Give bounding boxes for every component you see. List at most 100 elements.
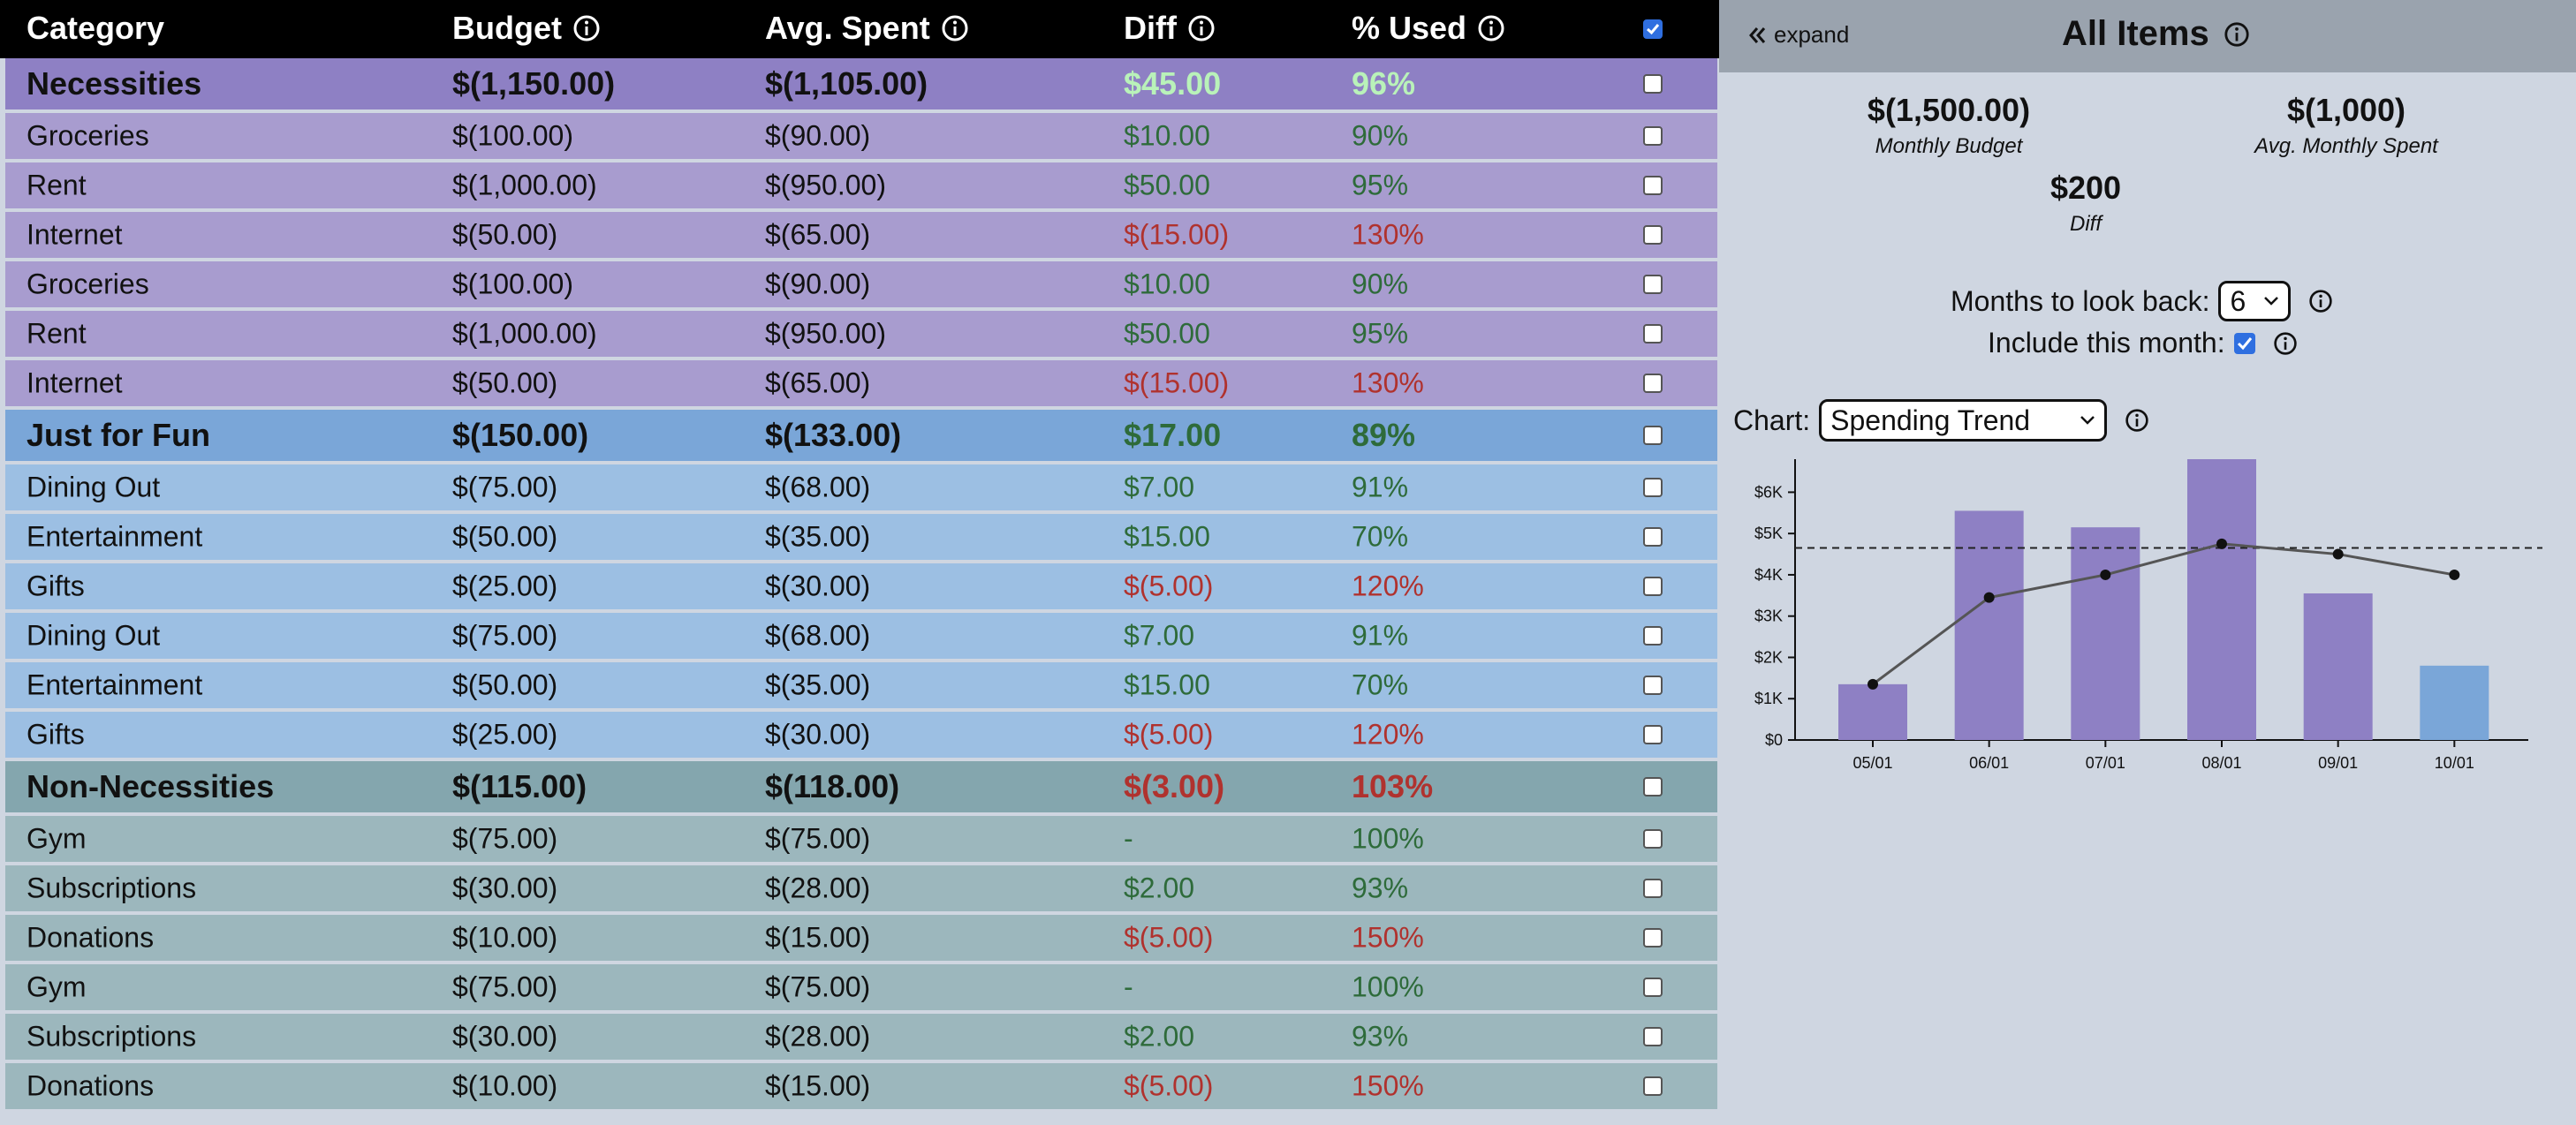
table-row[interactable]: Internet $(50.00) $(65.00) $(15.00) 130% [5,212,1717,258]
row-checkbox[interactable] [1643,478,1663,497]
row-checkbox[interactable] [1643,176,1663,195]
monthly-budget-label: Monthly Budget [1875,134,2023,158]
chart-select-value: Spending Trend [1830,404,2031,436]
category-cell: Subscriptions [27,872,197,904]
category-cell: Subscriptions [27,1020,197,1053]
months-select[interactable]: 6 [2218,281,2292,321]
table-row[interactable]: Donations $(10.00) $(15.00) $(5.00) 150% [5,915,1717,961]
pct-used-cell: 100% [1352,970,1424,1003]
pct-used-cell: 91% [1352,471,1409,503]
category-cell: Gym [27,970,87,1003]
table-row[interactable]: Internet $(50.00) $(65.00) $(15.00) 130% [5,360,1717,406]
diff-value: $200 [2049,170,2122,206]
info-icon[interactable] [2273,331,2298,356]
row-checkbox[interactable] [1643,676,1663,695]
select-all-checkbox[interactable] [1643,19,1663,39]
pct-used-cell: 103% [1352,768,1434,804]
table-row[interactable]: Gifts $(25.00) $(30.00) $(5.00) 120% [5,563,1717,609]
avg-spent-cell: $(950.00) [765,317,886,350]
group-row[interactable]: Non-Necessities $(115.00) $(118.00) $(3.00)… [5,761,1717,812]
avg-monthly-spent-label: Avg. Monthly Spent [2254,134,2438,158]
diff-cell: $50.00 [1124,317,1210,350]
diff-cell: $17.00 [1124,417,1222,453]
table-row[interactable]: Groceries $(100.00) $(90.00) $10.00 90% [5,261,1717,307]
row-checkbox[interactable] [1643,626,1663,646]
row-checkbox[interactable] [1643,577,1663,596]
row-checkbox[interactable] [1643,74,1663,94]
header-diff[interactable]: Diff [1124,10,1216,47]
pct-used-cell: 150% [1352,1069,1424,1102]
header-pct-used[interactable]: % Used [1352,10,1505,47]
y-tick-label: $0 [1765,731,1783,749]
table-row[interactable]: Entertainment $(50.00) $(35.00) $15.00 70% [5,514,1717,560]
table-row[interactable]: Gifts $(25.00) $(30.00) $(5.00) 120% [5,712,1717,758]
header-budget[interactable]: Budget [452,10,601,47]
table-row[interactable]: Rent $(1,000.00) $(950.00) $50.00 95% [5,311,1717,357]
chart-select[interactable]: Spending Trend [1819,399,2108,442]
header-category[interactable]: Category [27,10,164,47]
row-checkbox[interactable] [1643,374,1663,393]
table-row[interactable]: Donations $(10.00) $(15.00) $(5.00) 150% [5,1063,1717,1109]
diff-cell: - [1124,970,1133,1003]
diff-cell: $(5.00) [1124,718,1214,751]
row-checkbox[interactable] [1643,426,1663,445]
row-checkbox[interactable] [1643,725,1663,744]
x-tick-label: 07/01 [2086,754,2125,772]
category-cell: Just for Fun [27,417,210,453]
row-checkbox[interactable] [1643,1027,1663,1046]
row-checkbox[interactable] [1643,978,1663,997]
info-icon[interactable] [2125,408,2149,433]
info-icon[interactable] [1187,14,1216,42]
budget-cell: $(25.00) [452,570,558,602]
info-icon[interactable] [2308,289,2333,313]
double-chevron-left-icon [1749,26,1766,43]
row-checkbox[interactable] [1643,1076,1663,1096]
include-month-checkbox[interactable] [2233,332,2255,354]
header-avg-spent[interactable]: Avg. Spent [765,10,969,47]
row-checkbox[interactable] [1643,777,1663,797]
table-row[interactable]: Dining Out $(75.00) $(68.00) $7.00 91% [5,613,1717,659]
bar [2303,593,2373,740]
x-tick-label: 08/01 [2201,754,2241,772]
avg-monthly-spent-value: $(1,000) [2286,92,2406,128]
header-avg-spent-label: Avg. Spent [765,10,930,46]
diff-cell: $15.00 [1124,668,1210,701]
panel-header: expand All Items [1719,0,2576,72]
table-row[interactable]: Gym $(75.00) $(75.00) - 100% [5,816,1717,862]
table-row[interactable]: Groceries $(100.00) $(90.00) $10.00 90% [5,113,1717,159]
table-row[interactable]: Dining Out $(75.00) $(68.00) $7.00 91% [5,464,1717,510]
trend-line [1872,542,2455,686]
info-icon[interactable] [2224,21,2250,48]
category-cell: Entertainment [27,520,203,553]
table-row[interactable]: Rent $(1,000.00) $(950.00) $50.00 95% [5,162,1717,208]
info-icon[interactable] [941,14,969,42]
budget-table: Category Budget Avg. Spent Diff % Used N… [0,0,1719,1109]
info-icon[interactable] [1477,14,1505,42]
expand-button[interactable]: expand [1746,21,1849,49]
table-row[interactable]: Subscriptions $(30.00) $(28.00) $2.00 93% [5,1014,1717,1060]
trend-point [2332,548,2344,560]
table-row[interactable]: Gym $(75.00) $(75.00) - 100% [5,964,1717,1010]
group-row[interactable]: Necessities $(1,150.00) $(1,105.00) $45.00 9… [5,58,1717,109]
group-row[interactable]: Just for Fun $(150.00) $(133.00) $17.00 89% [5,410,1717,461]
row-checkbox[interactable] [1643,879,1663,898]
budget-cell: $(50.00) [452,218,558,251]
row-checkbox[interactable] [1643,324,1663,344]
table-row[interactable]: Subscriptions $(30.00) $(28.00) $2.00 93% [5,865,1717,911]
trend-point [1868,678,1878,690]
row-checkbox[interactable] [1643,829,1663,849]
row-checkbox[interactable] [1643,126,1663,146]
row-checkbox[interactable] [1643,225,1663,245]
pct-used-cell: 130% [1352,366,1424,399]
info-icon[interactable] [572,14,601,42]
diff-cell: $15.00 [1124,520,1210,553]
diff-cell: $2.00 [1124,1020,1195,1053]
row-checkbox[interactable] [1643,275,1663,294]
avg-spent-cell: $(30.00) [765,718,871,751]
row-checkbox[interactable] [1643,527,1663,547]
chart-label: Chart: [1733,404,1811,436]
table-row[interactable]: Entertainment $(50.00) $(35.00) $15.00 70% [5,662,1717,708]
avg-spent-cell: $(75.00) [765,822,871,855]
row-checkbox[interactable] [1643,928,1663,948]
category-cell: Gym [27,822,87,855]
